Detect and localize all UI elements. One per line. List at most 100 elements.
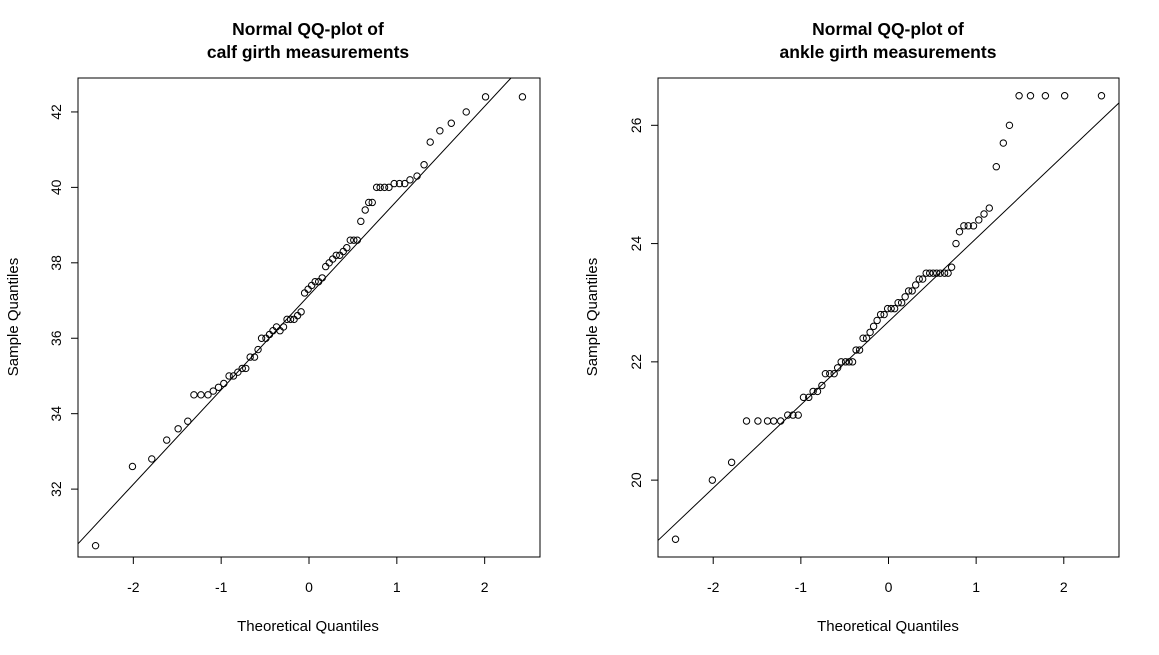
ankle-data-point (859, 334, 867, 342)
ankle-y-tick-label: 20 (628, 472, 644, 488)
calf-y-tick-label: 34 (48, 406, 64, 422)
ankle-x-tick-label: 0 (885, 579, 893, 595)
calf-data-point (365, 198, 373, 207)
ankle-data-point (922, 269, 930, 277)
calf-data-point (346, 236, 354, 244)
calf-data-point (91, 541, 100, 550)
calf-data-point (254, 345, 262, 354)
ankle-data-point (1041, 92, 1050, 100)
calf-data-point (401, 179, 409, 188)
calf-data-point (311, 277, 319, 286)
calf-data-point (286, 315, 295, 324)
calf-x-tick-label: 0 (305, 579, 313, 595)
ankle-data-point (855, 346, 864, 354)
ankle-data-point (940, 269, 949, 277)
ankle-x-tick-label: 1 (972, 579, 980, 595)
calf-plot-title-line2: calf girth measurements (207, 42, 410, 62)
ankle-data-point (873, 316, 881, 325)
ankle-data-point (936, 269, 944, 277)
ankle-qq-panel: Normal QQ-plot of ankle girth measuremen… (584, 19, 1120, 635)
calf-x-tick-label: 1 (393, 579, 401, 595)
calf-qq-panel: Normal QQ-plot of calf girth measurement… (5, 19, 541, 635)
ankle-data-point (904, 287, 913, 295)
ankle-reference-line (657, 102, 1120, 541)
calf-data-point (174, 425, 182, 433)
calf-data-point (225, 372, 233, 380)
calf-data-point (406, 176, 414, 184)
calf-y-tick-label: 42 (48, 104, 64, 120)
ankle-x-axis-label: Theoretical Quantiles (817, 618, 959, 635)
calf-data-point (204, 391, 212, 399)
ankle-plot-frame (657, 77, 1120, 558)
ankle-x-tick-label: -1 (795, 579, 808, 595)
ankle-data-point (908, 287, 916, 295)
calf-x-axis-label: Theoretical Quantiles (237, 618, 379, 635)
calf-data-point (242, 364, 250, 373)
ankle-data-point (799, 393, 808, 402)
calf-data-point (257, 334, 266, 342)
ankle-data-point (769, 417, 778, 425)
calf-plot-title-line1: Normal QQ-plot of (232, 19, 384, 39)
ankle-data-point (727, 458, 736, 467)
calf-data-point (220, 379, 228, 388)
ankle-plot-title-line2: ankle girth measurements (780, 42, 997, 62)
calf-data-point (229, 372, 238, 380)
ankle-data-point (964, 222, 972, 230)
calf-data-point (300, 289, 309, 297)
ankle-y-axis-label: Sample Quantiles (584, 258, 601, 376)
ankle-data-point (754, 417, 762, 425)
ankle-data-point (1097, 92, 1106, 100)
calf-data-point (321, 262, 330, 271)
calf-data-point (214, 383, 223, 391)
calf-data-point (395, 179, 404, 188)
calf-data-point (304, 285, 312, 293)
calf-data-point (376, 183, 384, 192)
calf-data-point (372, 183, 381, 192)
ankle-data-point (763, 417, 772, 425)
ankle-data-point (784, 411, 792, 419)
calf-data-point (128, 462, 137, 471)
ankle-data-point (952, 239, 960, 248)
calf-data-point (329, 255, 337, 263)
ankle-data-point (876, 310, 885, 319)
calf-y-axis-label: Sample Quantiles (5, 258, 22, 376)
ankle-data-point (826, 369, 834, 378)
ankle-data-point (1015, 92, 1023, 100)
calf-data-point (246, 353, 254, 361)
calf-data-point (262, 334, 270, 342)
calf-plot-frame (77, 77, 541, 558)
ankle-data-point (887, 304, 895, 313)
calf-data-point (420, 161, 428, 169)
calf-data-point (234, 368, 242, 376)
calf-data-point (293, 311, 302, 320)
calf-data-point (385, 183, 393, 192)
ankle-data-point (918, 275, 927, 283)
calf-data-point (325, 259, 333, 267)
calf-points (91, 93, 527, 550)
ankle-data-point (862, 334, 871, 342)
ankle-y-tick-label: 26 (628, 117, 644, 133)
ankle-data-point (883, 304, 892, 313)
calf-data-point (339, 247, 347, 256)
calf-data-point (283, 315, 291, 324)
ankle-data-point (841, 358, 850, 366)
ankle-data-point (915, 275, 923, 283)
ankle-data-point (869, 322, 878, 331)
calf-data-point (481, 93, 490, 101)
calf-data-point (250, 353, 259, 361)
calf-x-axis: -2 -1 0 1 2 (127, 557, 489, 595)
ankle-data-point (929, 269, 937, 277)
ankle-reference-line-group (657, 102, 1120, 541)
calf-x-tick-label: 2 (481, 579, 489, 595)
calf-data-point (209, 387, 217, 395)
ankle-y-tick-label: 22 (628, 354, 644, 370)
ankle-data-point (848, 358, 857, 366)
calf-data-point (353, 236, 362, 244)
ankle-data-point (897, 299, 906, 307)
calf-data-point (184, 417, 192, 425)
ankle-data-point (880, 310, 888, 319)
ankle-y-tick-label: 24 (628, 236, 644, 252)
calf-data-point (163, 436, 171, 444)
ankle-points (671, 92, 1106, 543)
